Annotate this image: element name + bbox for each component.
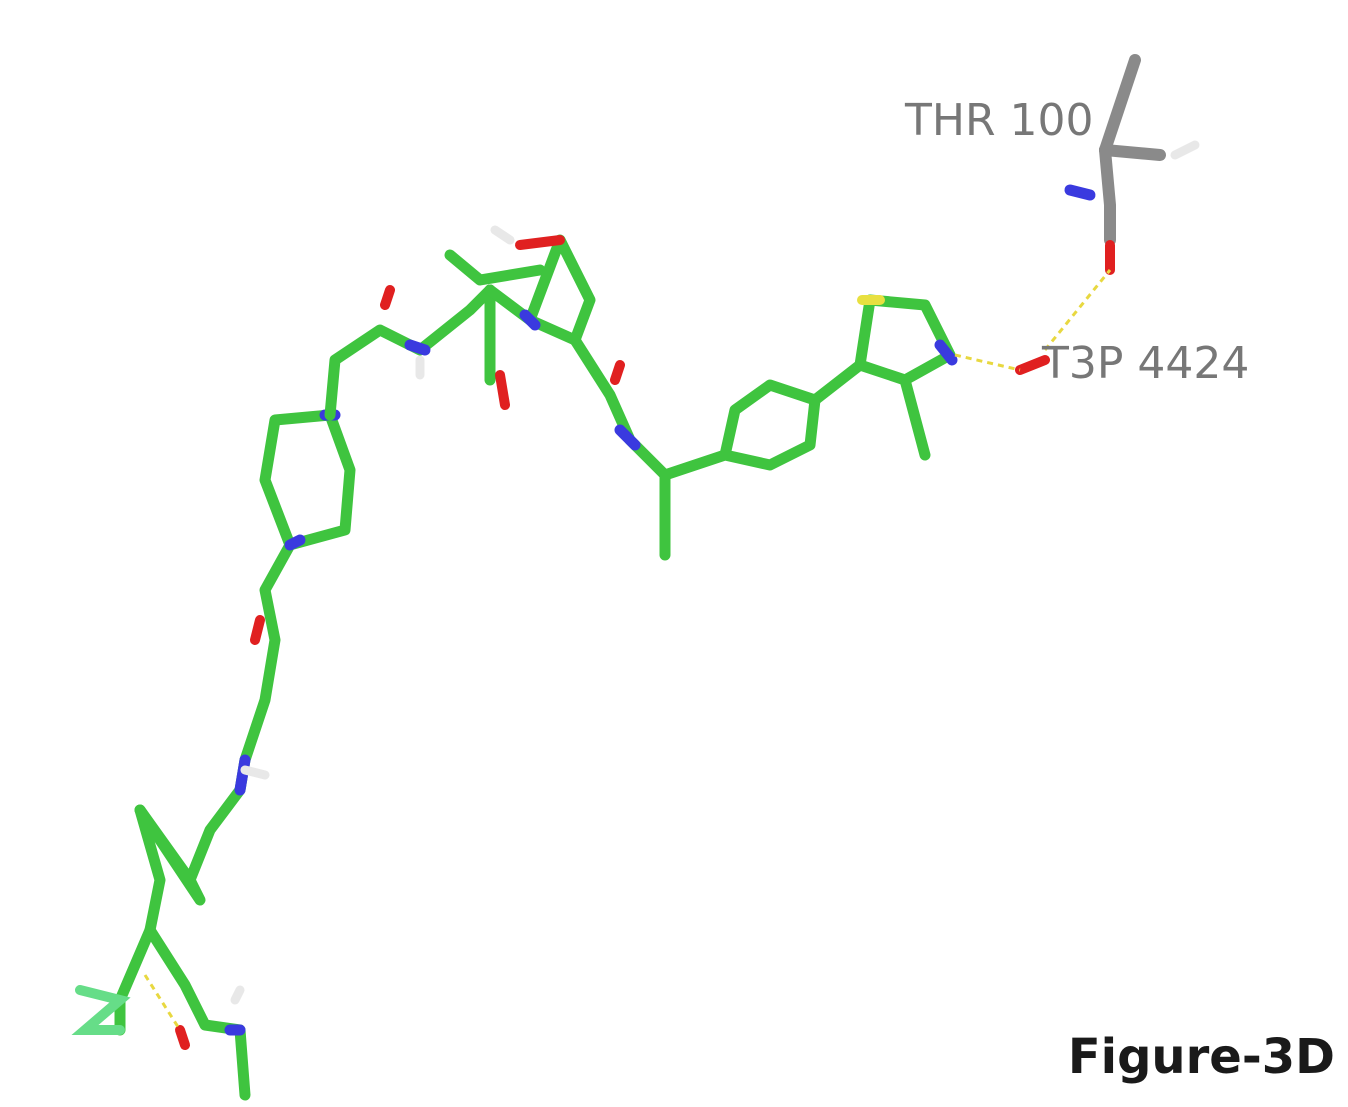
ligand-label: T3P 4424 bbox=[1041, 338, 1249, 389]
ligand-molecule bbox=[80, 230, 952, 1095]
figure-label: Figure-3D bbox=[1068, 1029, 1335, 1085]
hydrogen-bond bbox=[145, 975, 180, 1030]
hydrogen-bond bbox=[955, 355, 1020, 370]
residue-molecule bbox=[1070, 60, 1195, 270]
figure: THR 100 T3P 4424 Figure-3D bbox=[0, 0, 1348, 1107]
residue-label: THR 100 bbox=[904, 95, 1094, 146]
